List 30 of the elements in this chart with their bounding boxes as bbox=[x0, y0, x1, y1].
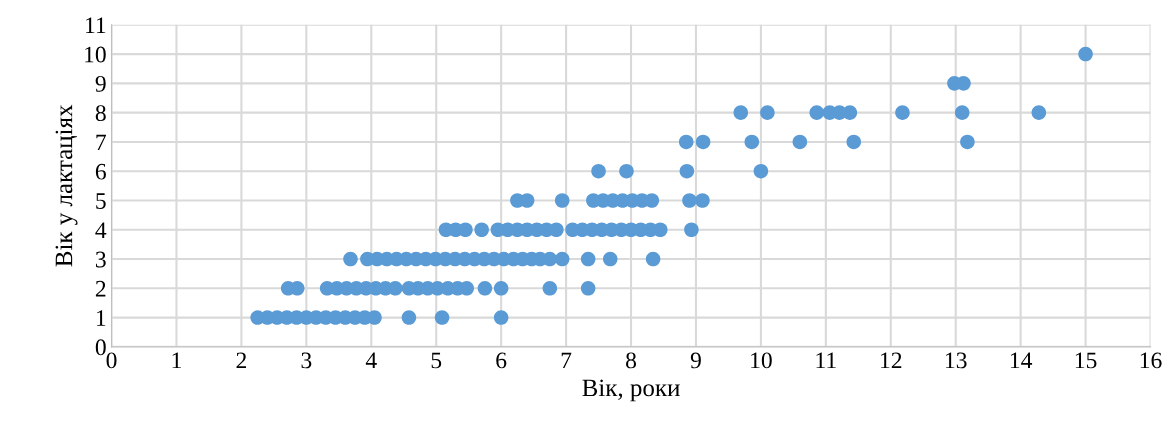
y-tick-label: 6 bbox=[95, 163, 106, 180]
x-tick-label: 15 bbox=[1075, 352, 1097, 369]
y-tick-label: 11 bbox=[86, 17, 106, 33]
y-tick-label: 3 bbox=[95, 251, 106, 268]
x-tick-label: 6 bbox=[496, 352, 507, 369]
x-tick-label: 4 bbox=[365, 352, 377, 369]
y-tick-label: 4 bbox=[95, 222, 107, 238]
x-tick-label: 2 bbox=[236, 352, 246, 369]
y-tick-label: 0 bbox=[95, 339, 106, 356]
y-tick-label: 8 bbox=[95, 105, 106, 122]
y-tick-label: 5 bbox=[96, 193, 106, 209]
x-tick-label: 8 bbox=[626, 352, 637, 369]
x-tick-label: 12 bbox=[881, 352, 902, 369]
x-tick-label: 10 bbox=[751, 352, 772, 369]
y-tick-label: 9 bbox=[95, 75, 106, 92]
x-tick-label: 13 bbox=[945, 352, 967, 369]
y-axis-title: Вік у лактаціях bbox=[55, 104, 78, 267]
x-axis-title: Вік, роки bbox=[582, 379, 680, 402]
y-tick-label: 2 bbox=[95, 280, 106, 297]
x-tick-label: 3 bbox=[301, 352, 312, 369]
x-tick-label: 14 bbox=[1010, 352, 1033, 369]
y-tick-label: 1 bbox=[96, 310, 106, 326]
x-tick-label: 5 bbox=[431, 352, 442, 369]
x-tick-label: 9 bbox=[690, 352, 701, 369]
x-tick-label: 7 bbox=[561, 352, 572, 369]
y-tick-label: 10 bbox=[85, 46, 106, 63]
x-tick-label: 11 bbox=[816, 352, 836, 369]
x-tick-label: 1 bbox=[172, 352, 181, 369]
y-tick-label: 7 bbox=[96, 134, 106, 151]
x-tick-label: 16 bbox=[1140, 352, 1162, 369]
